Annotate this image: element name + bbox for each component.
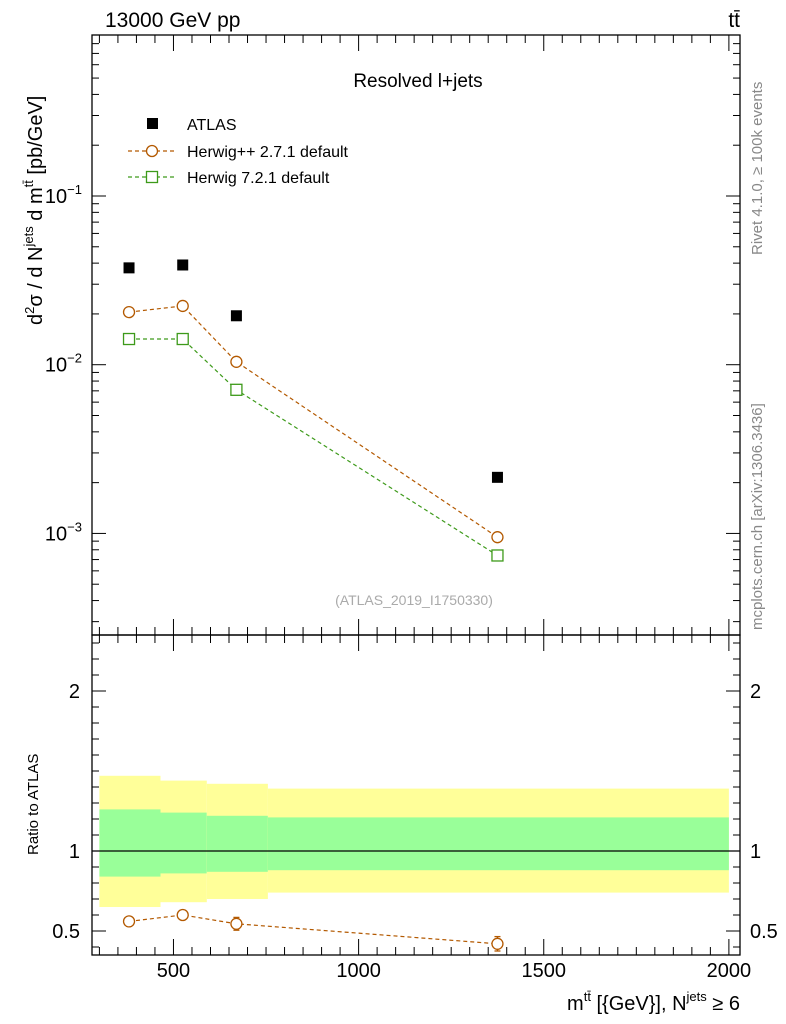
ratio-y-tick-label-right: 0.5 bbox=[750, 921, 778, 943]
data-point-herwigpp bbox=[230, 355, 243, 368]
ratio-y-tick-label: 2 bbox=[69, 681, 80, 703]
main-y-tick-label: 10−2 bbox=[45, 351, 82, 377]
data-point-herwig7 bbox=[230, 383, 243, 396]
data-point-herwigpp bbox=[122, 305, 136, 319]
legend-label-herwigpp: Herwig++ 2.7.1 default bbox=[187, 144, 349, 161]
legend-label-herwig7: Herwig 7.2.1 default bbox=[187, 170, 330, 187]
x-axis-label: mtt̄ [{GeV}], Njets ≥ 6 bbox=[567, 989, 740, 1015]
data-point-herwig7 bbox=[122, 332, 136, 346]
rivet-version-label: Rivet 4.1.0, ≥ 100k events bbox=[749, 82, 766, 255]
analysis-watermark: (ATLAS_2019_I1750330) bbox=[335, 592, 493, 608]
legend-marker-atlas bbox=[147, 118, 158, 129]
data-point-atlas bbox=[177, 259, 189, 271]
data-point-herwig7 bbox=[176, 332, 189, 346]
series-line-herwig7 bbox=[129, 338, 498, 556]
ratio-point-herwigpp bbox=[230, 917, 243, 930]
x-tick-label: 1500 bbox=[521, 960, 566, 982]
x-tick-label: 500 bbox=[157, 960, 190, 982]
x-tick-label: 1000 bbox=[336, 960, 381, 982]
data-point-herwigpp bbox=[176, 299, 189, 313]
ratio-y-tick-label-right: 2 bbox=[750, 681, 761, 703]
data-point-herwig7 bbox=[491, 549, 504, 562]
main-y-tick-label: 10−1 bbox=[45, 182, 82, 208]
ratio-point-herwigpp bbox=[491, 937, 504, 950]
header-energy-label: 13000 GeV pp bbox=[105, 9, 240, 32]
main-y-axis-label: d2σ / d Njets d mtt̄ [pb/GeV] bbox=[21, 96, 47, 325]
ratio-line-herwigpp bbox=[128, 914, 498, 945]
series-line-herwigpp bbox=[128, 305, 498, 538]
ratio-point-herwigpp bbox=[176, 908, 189, 922]
ratio-plot-panel: 0.5 0.5 1 1 2 2 500 1000 1500 2000 bbox=[52, 634, 778, 982]
ratio-panel-frame bbox=[91, 634, 741, 956]
ratio-band-inner bbox=[206, 815, 268, 872]
legend-label-atlas: ATLAS bbox=[187, 117, 237, 134]
header-process-label: tt̄ bbox=[728, 9, 740, 32]
data-point-herwigpp bbox=[491, 531, 504, 544]
ratio-y-axis-label: Ratio to ATLAS bbox=[25, 754, 42, 855]
x-tick-label: 2000 bbox=[707, 960, 752, 982]
data-point-atlas bbox=[230, 310, 242, 322]
mcplots-reference-label: mcplots.cern.ch [arXiv:1306.3436] bbox=[749, 403, 766, 630]
ratio-y-tick-label-right: 1 bbox=[750, 841, 761, 863]
data-point-atlas bbox=[123, 262, 135, 274]
legend: ATLAS Herwig++ 2.7.1 default Herwig 7.2.… bbox=[128, 117, 349, 187]
ratio-point-herwigpp bbox=[122, 915, 136, 928]
ratio-band-inner bbox=[267, 817, 729, 871]
data-point-atlas bbox=[491, 471, 503, 483]
ratio-band-inner bbox=[160, 812, 207, 874]
legend-marker-herwig7 bbox=[145, 170, 159, 184]
ratio-band-inner bbox=[99, 809, 161, 877]
ratio-y-tick-label: 0.5 bbox=[52, 921, 80, 943]
legend-marker-herwigpp bbox=[145, 144, 159, 158]
plot-title: Resolved l+jets bbox=[353, 71, 482, 92]
ratio-y-tick-label: 1 bbox=[69, 841, 80, 863]
main-y-tick-label: 10−3 bbox=[45, 519, 82, 545]
